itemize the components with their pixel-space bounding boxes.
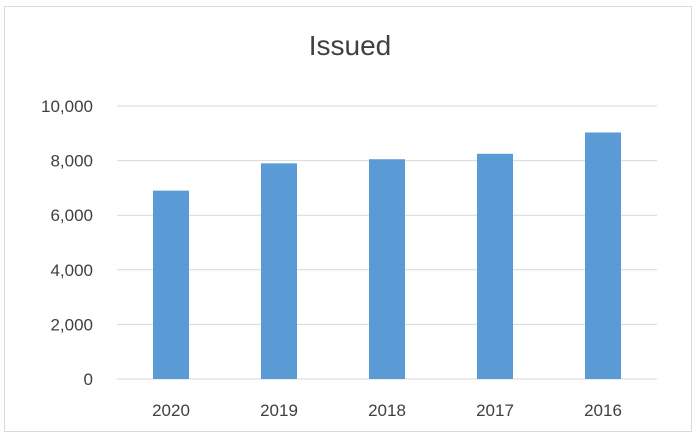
bars — [153, 132, 621, 379]
bar-2019 — [261, 163, 297, 379]
bar-2018 — [369, 159, 405, 379]
x-axis-ticks: 2020 2019 2018 2017 2016 — [152, 401, 622, 420]
x-tick-label: 2016 — [584, 401, 622, 420]
y-tick-label: 6,000 — [50, 206, 93, 225]
bar-2017 — [477, 153, 513, 379]
x-tick-label: 2018 — [368, 401, 406, 420]
y-tick-label: 4,000 — [50, 261, 93, 280]
y-tick-label: 2,000 — [50, 315, 93, 334]
chart-frame — [4, 6, 692, 432]
x-tick-label: 2017 — [476, 401, 514, 420]
x-tick-label: 2019 — [260, 401, 298, 420]
y-tick-label: 8,000 — [50, 152, 93, 171]
y-tick-label: 0 — [84, 370, 93, 389]
bar-2016 — [585, 132, 621, 379]
y-axis-ticks: 0 2,000 4,000 6,000 8,000 10,000 — [41, 97, 93, 389]
bar-2020 — [153, 190, 189, 379]
x-tick-label: 2020 — [152, 401, 190, 420]
y-tick-label: 10,000 — [41, 97, 93, 116]
chart-title: Issued — [308, 30, 392, 61]
